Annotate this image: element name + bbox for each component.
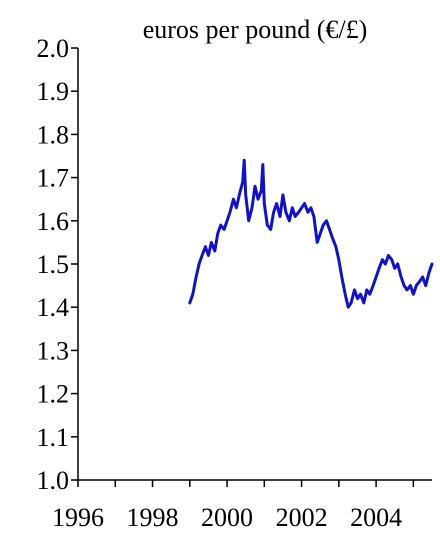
x-tick-label: 1996 [52, 503, 104, 532]
y-tick-label: 1.6 [37, 207, 70, 236]
y-tick-label: 1.4 [37, 293, 70, 322]
y-tick-label: 1.3 [37, 336, 70, 365]
x-tick-label: 2004 [350, 503, 402, 532]
y-tick-label: 1.9 [37, 77, 70, 106]
y-axis-ticks: 1.0 1.1 1.2 1.3 1.4 1.5 1.6 1.7 1.8 1.9 2.0 [37, 34, 78, 495]
x-axis-ticks: 1996 1998 2000 2002 2004 [52, 480, 415, 532]
x-tick-label: 2002 [276, 503, 328, 532]
x-tick-label: 1998 [127, 503, 179, 532]
x-tick-label: 2000 [201, 503, 253, 532]
series-layer [188, 158, 434, 309]
y-tick-label: 1.5 [37, 250, 70, 279]
y-tick-label: 1.7 [37, 164, 70, 193]
y-tick-label: 1.1 [37, 423, 70, 452]
y-tick-label: 1.2 [37, 380, 70, 409]
y-tick-label: 1.8 [37, 120, 70, 149]
series-line [188, 158, 434, 309]
chart-title: euros per pound (€/£) [143, 15, 368, 44]
y-tick-label: 1.0 [37, 466, 70, 495]
y-tick-label: 2.0 [37, 34, 70, 63]
